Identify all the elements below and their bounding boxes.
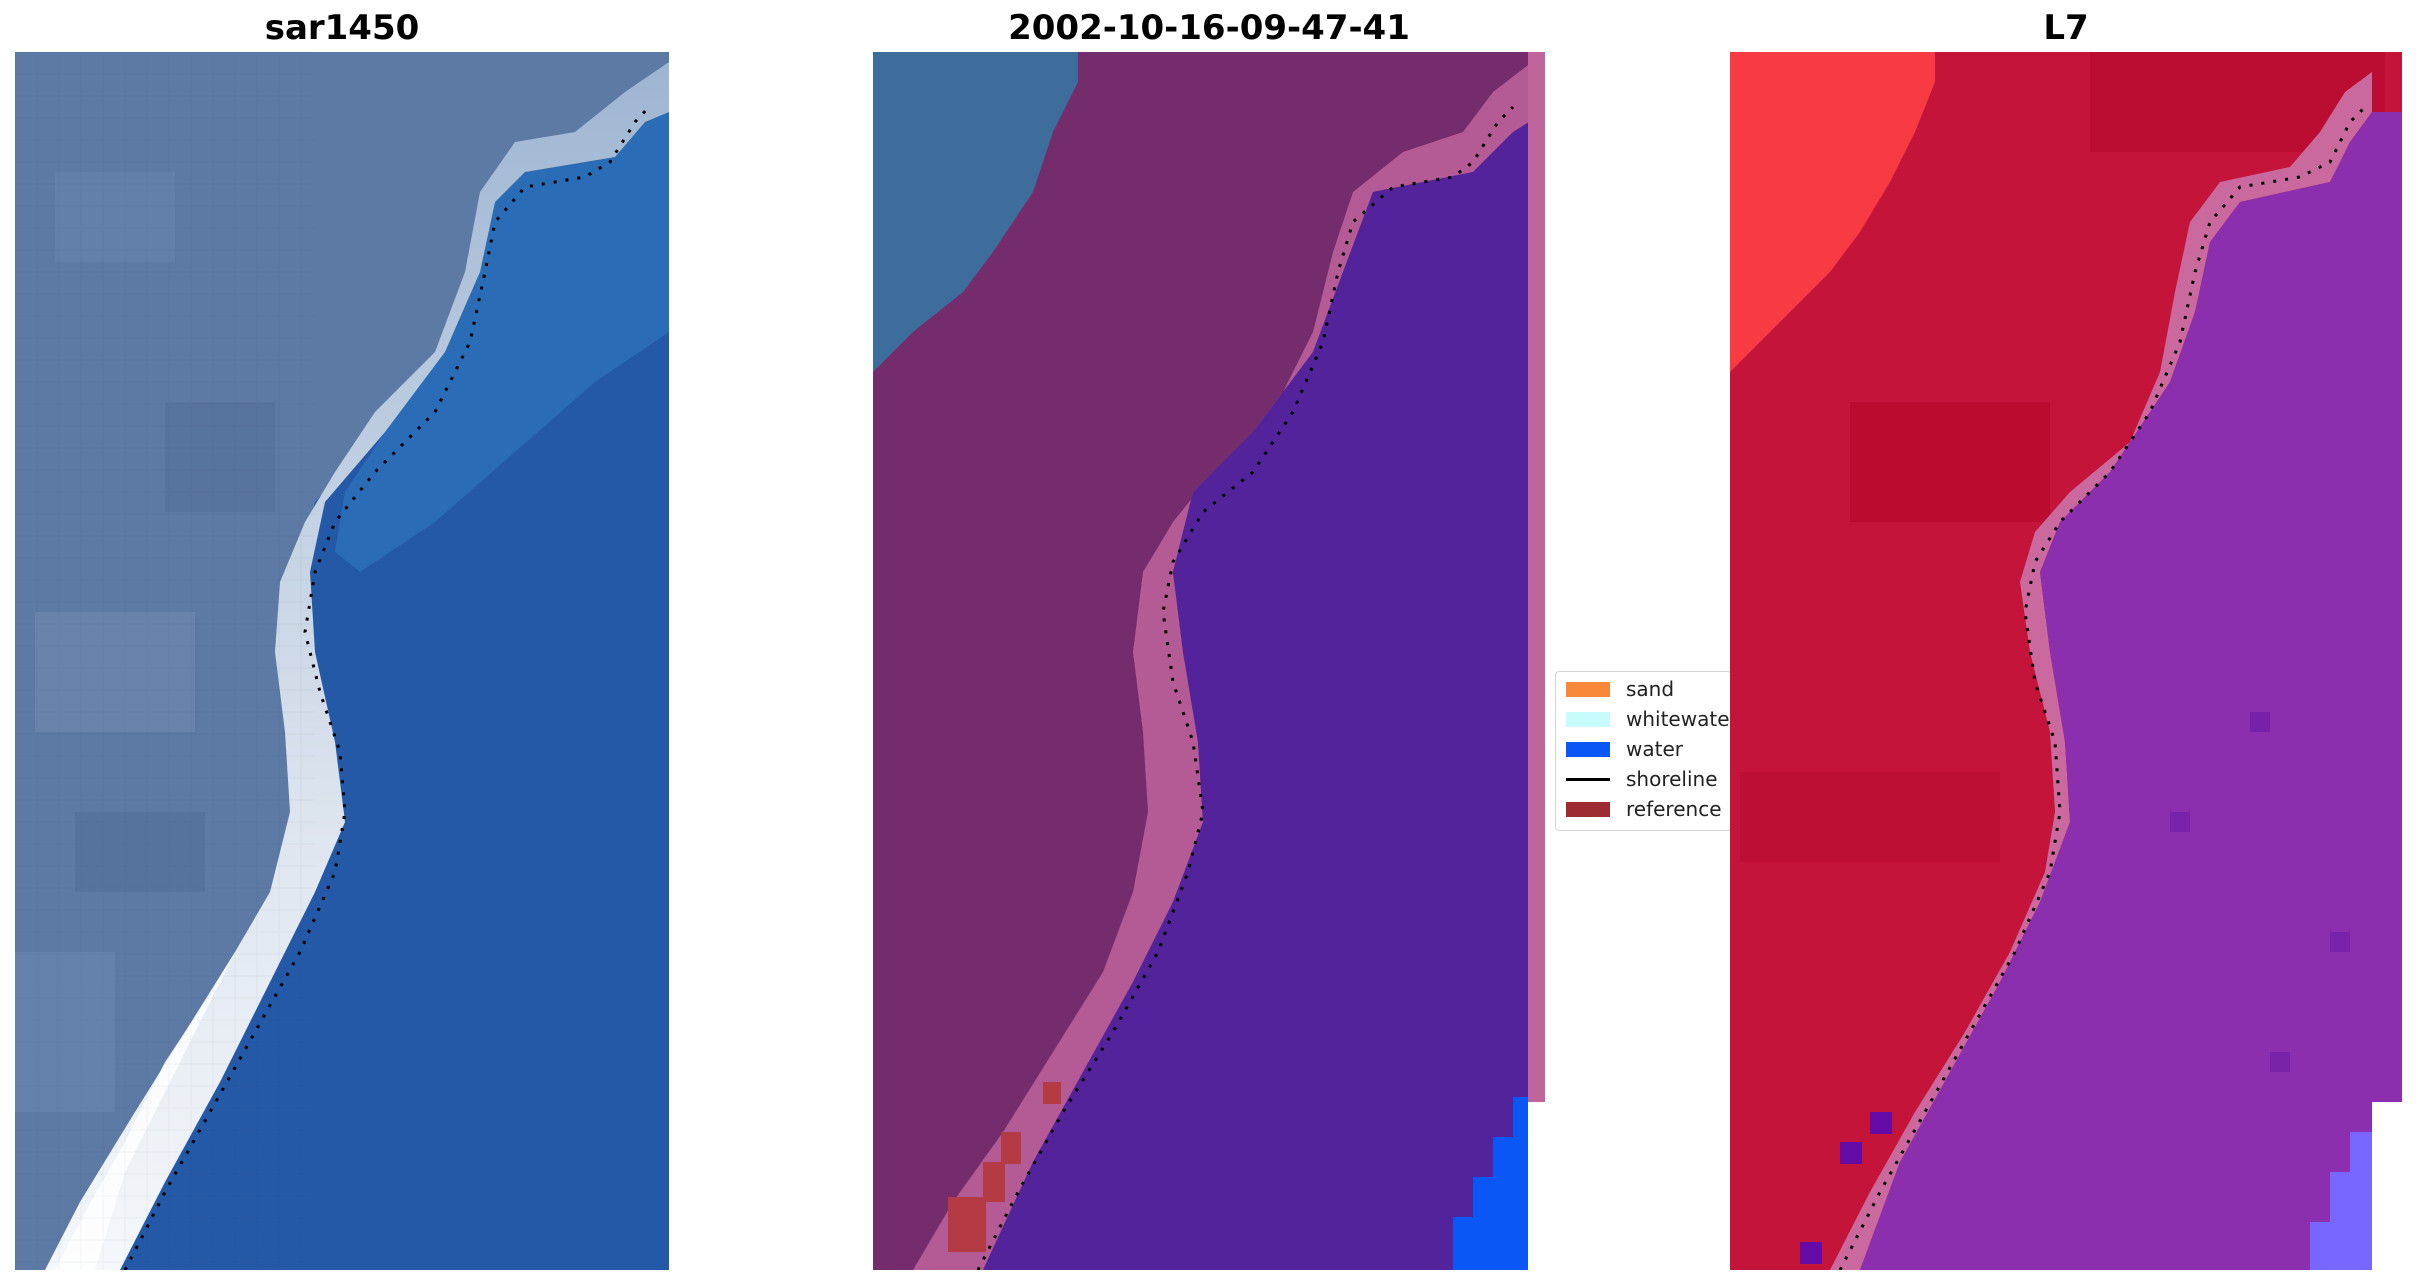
legend-item-water: water: [1566, 734, 1683, 764]
legend: sand whitewater water shoreline referenc…: [1555, 671, 1732, 831]
legend-item-shoreline: shoreline: [1566, 764, 1718, 794]
l7-image: [1730, 52, 2402, 1270]
legend-line-shoreline: [1566, 777, 1610, 781]
legend-label-water: water: [1626, 737, 1683, 761]
legend-swatch-water: [1566, 741, 1610, 757]
legend-label-whitewater: whitewater: [1626, 707, 1732, 731]
legend-item-whitewater: whitewater: [1566, 704, 1732, 734]
panel-title-sar1450: sar1450: [264, 8, 420, 48]
legend-label-shoreline: shoreline: [1626, 767, 1718, 791]
legend-swatch-reference: [1566, 801, 1610, 817]
legend-label-sand: sand: [1626, 677, 1675, 701]
classified-image: [873, 52, 1545, 1270]
legend-swatch-sand: [1566, 681, 1610, 697]
legend-label-reference: reference: [1626, 797, 1722, 821]
panel-title-l7: L7: [2043, 8, 2089, 48]
shoreline-line: [123, 105, 651, 1270]
classified-image-panel: [873, 52, 1545, 1270]
rgb-image-panel: [15, 52, 669, 1270]
rgb-image: [15, 52, 669, 1270]
legend-item-sand: sand: [1566, 674, 1674, 704]
l7-image-panel: [1730, 52, 2402, 1270]
legend-swatch-whitewater: [1566, 711, 1610, 727]
panel-title-date: 2002-10-16-09-47-41: [1008, 8, 1410, 48]
legend-item-reference: reference: [1566, 794, 1722, 824]
